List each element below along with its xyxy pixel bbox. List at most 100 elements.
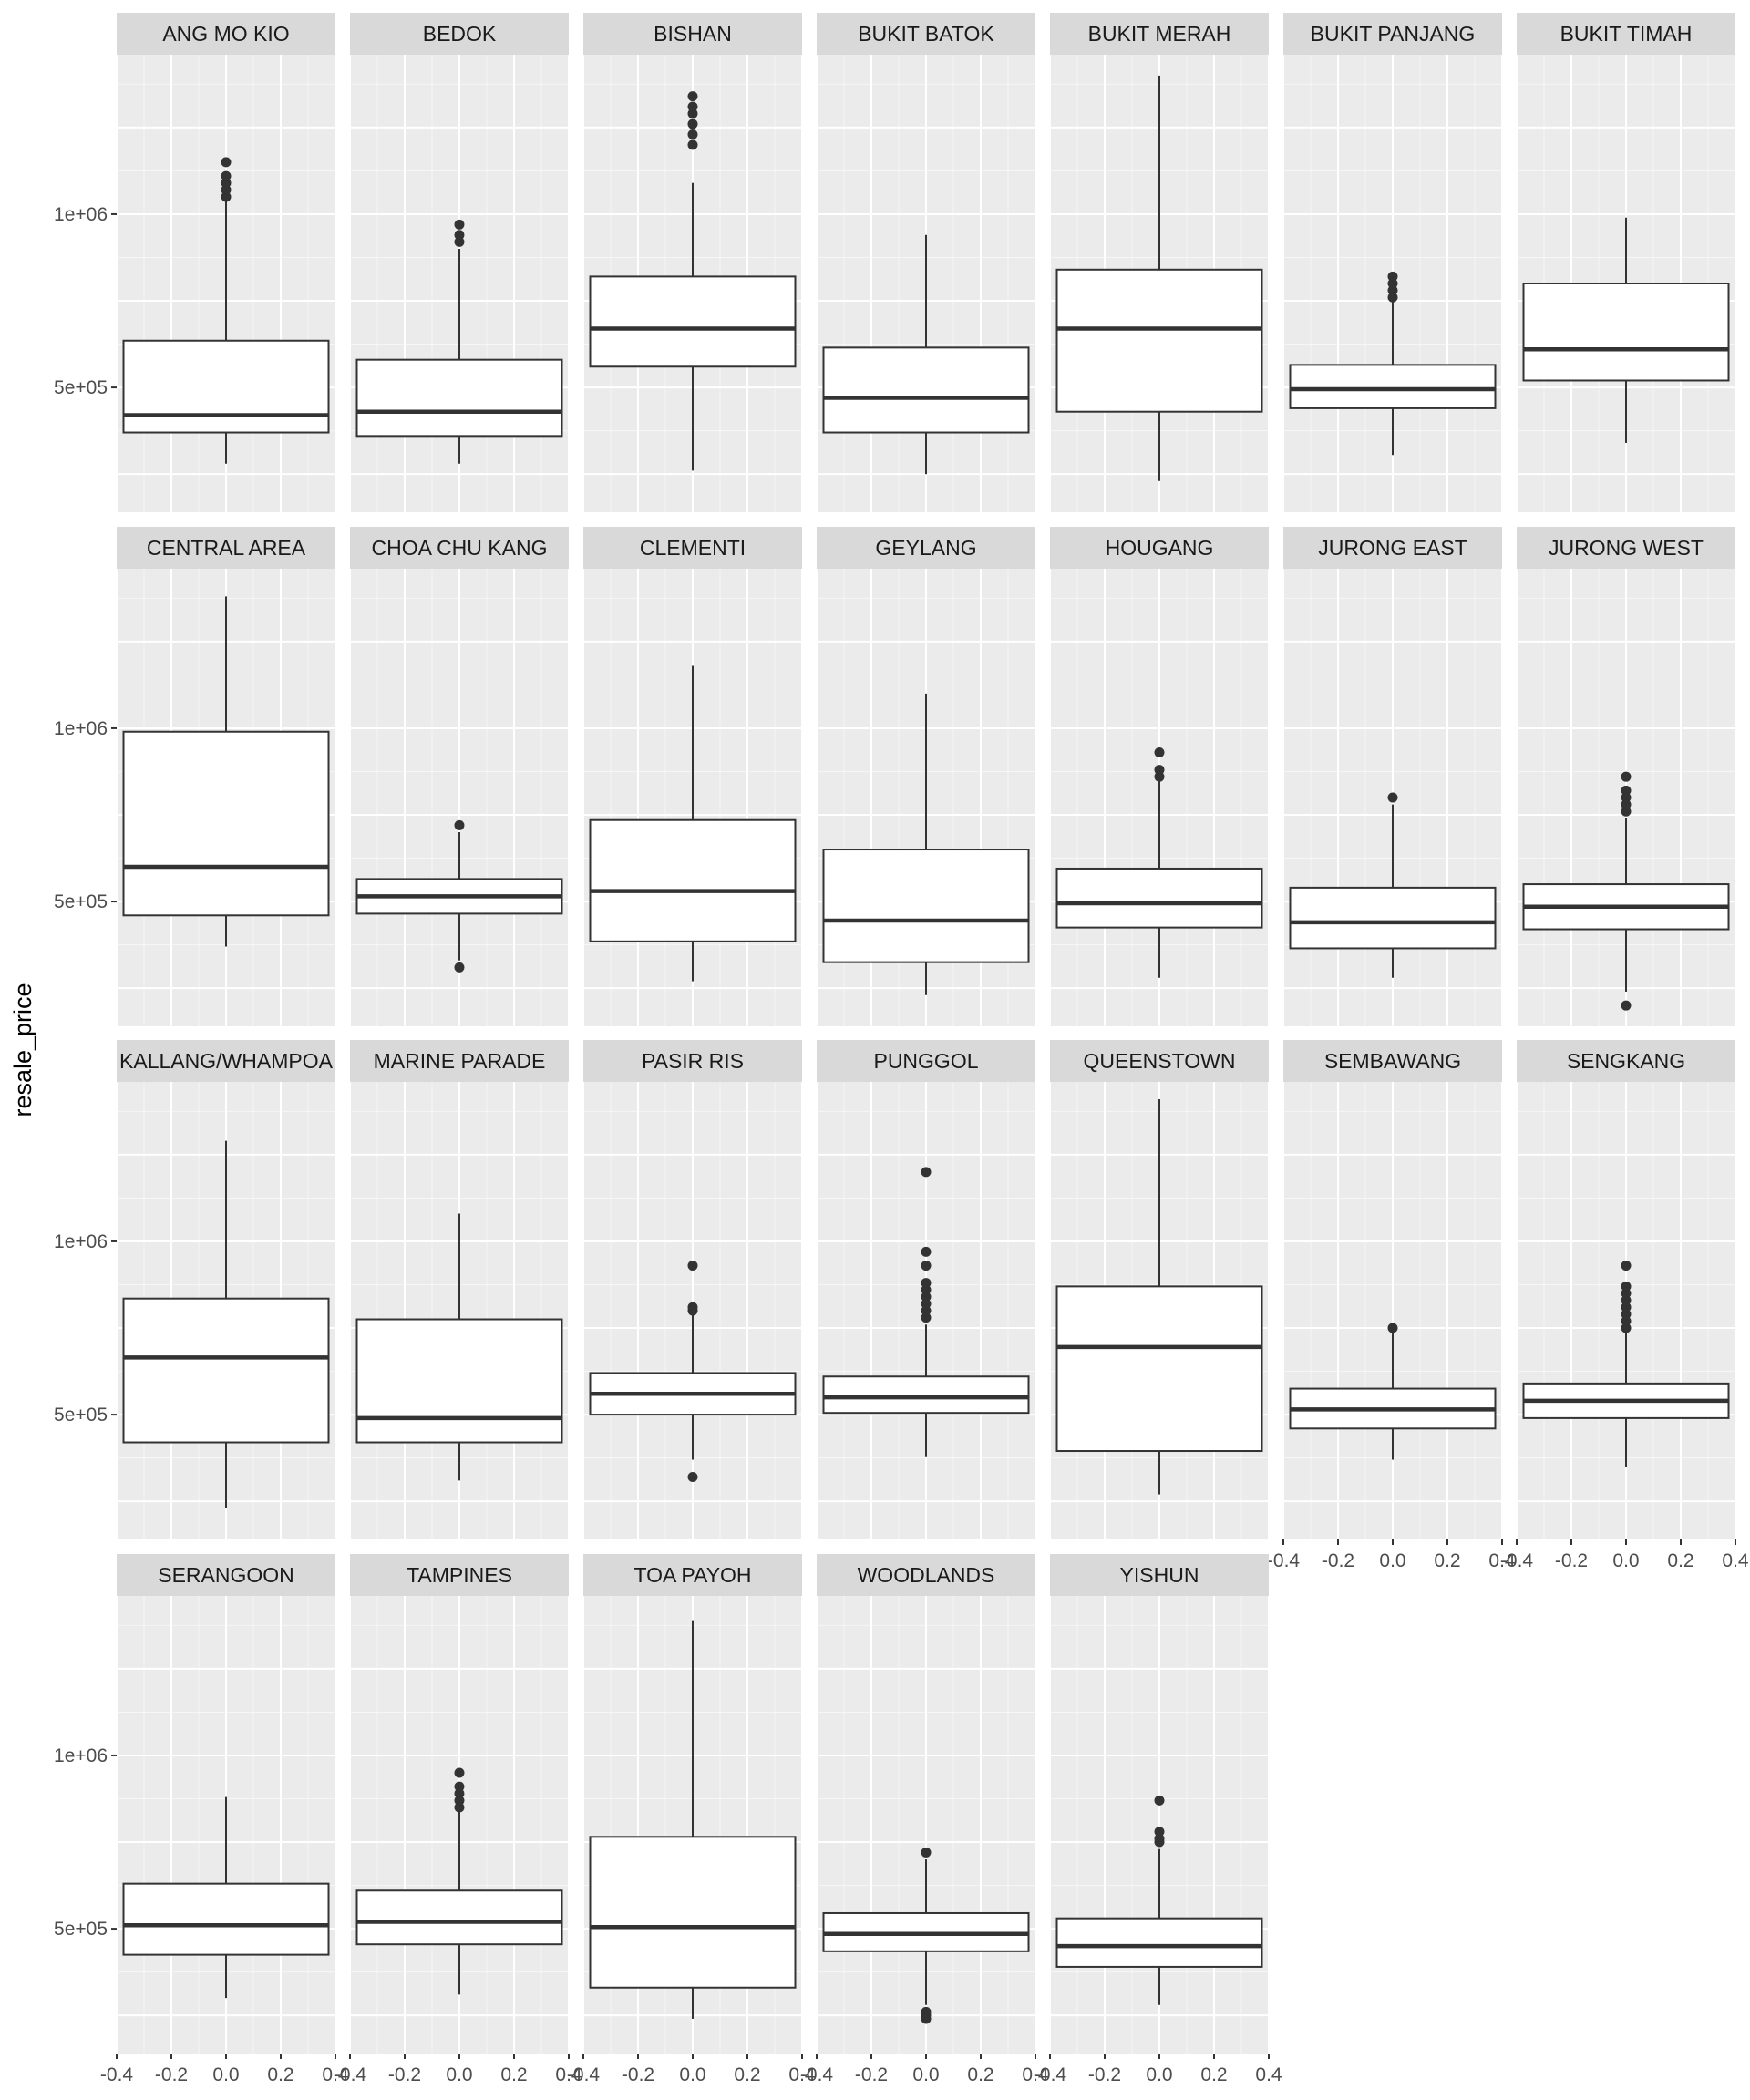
facet-strip-queenstown — [1050, 1040, 1269, 1082]
facet-label-kallang-whampoa: KALLANG/WHAMPOA — [119, 1049, 334, 1073]
x-tick-label: 0.2 — [500, 2064, 527, 2085]
facet-strip-bukit-batok — [817, 13, 1035, 55]
outlier-point-sengkang — [1621, 1261, 1632, 1271]
outlier-point-sengkang — [1621, 1323, 1632, 1333]
outlier-point-bukit-panjang — [1387, 285, 1398, 296]
box-iqr-jurong-east — [1289, 886, 1497, 950]
facet-strip-bukit-timah — [1517, 13, 1735, 55]
facet-label-geylang: GEYLANG — [875, 536, 976, 560]
outlier-point-bishan — [687, 101, 698, 112]
x-tick-label: 0.2 — [267, 2064, 293, 2085]
x-tick-label: 0.0 — [1379, 1550, 1405, 1571]
x-tick-label: 0.0 — [1612, 1550, 1639, 1571]
y-tick-label: 1e+06 — [54, 1231, 108, 1252]
box-iqr-marine-parade — [355, 1318, 563, 1444]
facet-label-clementi: CLEMENTI — [640, 536, 746, 560]
x-tick-label: -0.2 — [855, 2064, 888, 2085]
x-tick-label: -0.2 — [1088, 2064, 1121, 2085]
outlier-point-sembawang — [1387, 1323, 1398, 1333]
facet-strip-central-area — [117, 527, 335, 569]
outlier-point-punggol — [921, 1278, 932, 1289]
x-tick-label: 0.0 — [1146, 2064, 1172, 2085]
x-tick-label: 0.4 — [1255, 2064, 1282, 2085]
outlier-point-jurong-west — [1621, 771, 1632, 782]
box-iqr-queenstown — [1055, 1285, 1263, 1453]
box-iqr-bukit-timah — [1522, 283, 1730, 382]
x-tick-label: -0.4 — [100, 2064, 134, 2085]
outlier-point-yishun — [1154, 1827, 1165, 1838]
x-tick-label: -0.4 — [1500, 1550, 1534, 1571]
outlier-point-jurong-west — [1621, 792, 1632, 803]
facet-label-punggol: PUNGGOL — [873, 1049, 978, 1073]
x-tick-label: 0.2 — [967, 2064, 993, 2085]
outlier-point-sengkang — [1621, 1315, 1632, 1326]
x-tick-label: 0.4 — [1488, 1550, 1516, 1571]
outlier-point-tampines — [454, 1802, 465, 1813]
outlier-point-punggol — [921, 1305, 932, 1316]
outlier-point-ang-mo-kio — [221, 191, 232, 202]
facet-label-toa-payoh: TOA PAYOH — [633, 1563, 751, 1587]
x-tick-label: -0.4 — [334, 2064, 367, 2085]
outlier-point-choa-chu-kang — [454, 819, 465, 830]
outlier-point-tampines — [454, 1788, 465, 1799]
facet-label-central-area: CENTRAL AREA — [147, 536, 306, 560]
outlier-point-bishan — [687, 129, 698, 139]
outlier-point-punggol — [921, 1284, 932, 1295]
outlier-point-ang-mo-kio — [221, 184, 232, 195]
outlier-point-punggol — [921, 1312, 932, 1323]
facet-label-bukit-timah: BUKIT TIMAH — [1560, 22, 1693, 46]
x-tick-label: 0.0 — [212, 2064, 239, 2085]
outlier-point-sengkang — [1621, 1309, 1632, 1320]
facet-strip-sembawang — [1283, 1040, 1502, 1082]
outlier-point-bukit-panjang — [1387, 278, 1398, 289]
x-tick-label: -0.2 — [1322, 1550, 1354, 1571]
box-iqr-yishun — [1055, 1917, 1263, 1968]
outlier-point-yishun — [1154, 1795, 1165, 1806]
box-iqr-hougang — [1055, 867, 1263, 929]
x-tick-label: 0.4 — [322, 2064, 349, 2085]
box-iqr-toa-payoh — [589, 1836, 797, 1989]
facet-strip-sengkang — [1517, 1040, 1735, 1082]
facet-strip-bishan — [583, 13, 802, 55]
box-iqr-serangoon — [122, 1882, 330, 1956]
x-tick-label: 0.4 — [555, 2064, 582, 2085]
facet-label-queenstown: QUEENSTOWN — [1084, 1049, 1236, 1073]
facet-strip-yishun — [1050, 1554, 1269, 1596]
facet-strip-punggol — [817, 1040, 1035, 1082]
facet-label-bukit-batok: BUKIT BATOK — [858, 22, 994, 46]
facet-strip-choa-chu-kang — [350, 527, 569, 569]
outlier-point-bukit-panjang — [1387, 271, 1398, 282]
x-tick-label: -0.4 — [800, 2064, 834, 2085]
facet-label-tampines: TAMPINES — [407, 1563, 512, 1587]
box-iqr-bedok — [355, 358, 563, 438]
facet-label-sengkang: SENGKANG — [1567, 1049, 1685, 1073]
facet-strip-pasir-ris — [583, 1040, 802, 1082]
outlier-point-tampines — [454, 1767, 465, 1778]
outlier-point-ang-mo-kio — [221, 157, 232, 168]
facet-label-pasir-ris: PASIR RIS — [642, 1049, 744, 1073]
outlier-point-bishan — [687, 108, 698, 119]
facet-label-marine-parade: MARINE PARADE — [374, 1049, 546, 1073]
box-iqr-clementi — [589, 818, 797, 942]
facet-strip-bedok — [350, 13, 569, 55]
outlier-point-jurong-west — [1621, 1000, 1632, 1011]
facet-label-woodlands: WOODLANDS — [858, 1563, 995, 1587]
outlier-point-tampines — [454, 1781, 465, 1792]
x-tick-label: 0.2 — [734, 2064, 760, 2085]
x-tick-label: 0.0 — [446, 2064, 472, 2085]
facet-strip-clementi — [583, 527, 802, 569]
outlier-point-bukit-panjang — [1387, 292, 1398, 303]
facet-strip-geylang — [817, 527, 1035, 569]
outlier-point-pasir-ris — [687, 1261, 698, 1271]
facet-label-serangoon: SERANGOON — [158, 1563, 294, 1587]
x-tick-label: 0.0 — [912, 2064, 939, 2085]
facet-strip-serangoon — [117, 1554, 335, 1596]
outlier-point-jurong-west — [1621, 799, 1632, 810]
facet-label-bukit-merah: BUKIT MERAH — [1088, 22, 1231, 46]
outlier-point-bedok — [454, 219, 465, 230]
box-iqr-bukit-panjang — [1289, 364, 1497, 409]
y-tick-label: 1e+06 — [54, 718, 108, 739]
facet-strip-hougang — [1050, 527, 1269, 569]
